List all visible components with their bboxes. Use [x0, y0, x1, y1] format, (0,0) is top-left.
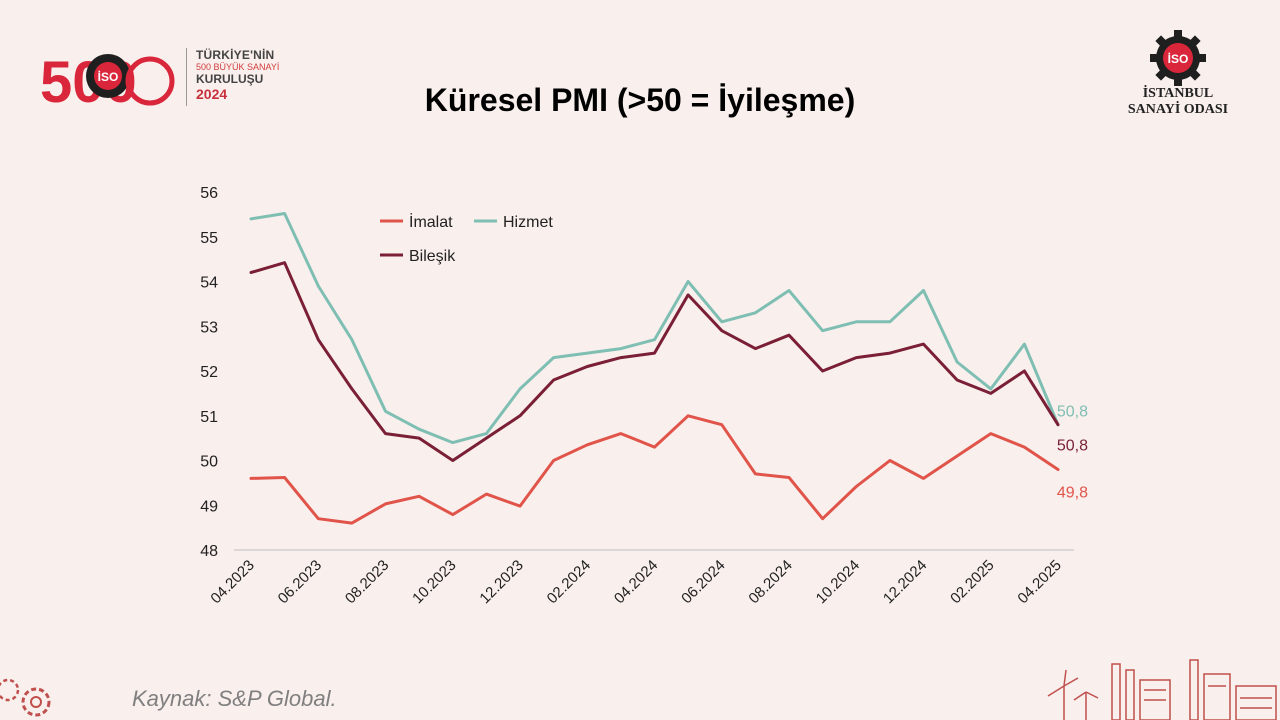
- end-label-imalat: 49,8: [1057, 484, 1088, 501]
- x-tick-label: 10.2023: [409, 557, 459, 607]
- series-end-labels: 49,8 50,8 50,8: [1057, 404, 1088, 502]
- legend-label-imalat: İmalat: [409, 212, 453, 231]
- x-tick-label: 04.2024: [611, 557, 661, 607]
- source-note: Kaynak: S&P Global.: [132, 686, 337, 711]
- legend: İmalat Hizmet Bileşik: [380, 212, 553, 265]
- logo-500-year: 2024: [196, 86, 228, 102]
- iso-line1: İSTANBUL: [1142, 86, 1214, 101]
- footer-gears-icon: [0, 678, 51, 717]
- x-tick-label: 06.2023: [275, 557, 325, 607]
- iso-badge: İSO: [1168, 51, 1189, 66]
- page-title: Küresel PMI (>50 = İyileşme): [424, 82, 856, 118]
- x-tick-label: 02.2024: [544, 557, 594, 607]
- logo-500-graphic: 500 İSO: [40, 50, 175, 110]
- legend-label-hizmet: Hizmet: [503, 214, 553, 231]
- x-tick-label: 10.2024: [813, 557, 863, 607]
- x-tick-label: 02.2025: [947, 557, 997, 607]
- y-tick-label: 48: [200, 543, 218, 560]
- x-tick-label: 06.2024: [678, 557, 728, 607]
- x-axis-ticks: 04.2023 06.2023 08.2023 10.2023 12.2023 02.20…: [207, 557, 1064, 607]
- y-tick-label: 54: [200, 275, 218, 292]
- series-line-imalat: [249, 414, 1060, 525]
- y-tick-label: 56: [200, 185, 218, 202]
- y-tick-label: 53: [200, 319, 218, 336]
- x-tick-label: 04.2023: [207, 557, 257, 607]
- iso-logo-text: İSTANBUL SANAYİ ODASI: [1108, 86, 1248, 118]
- logo-500-line2: 500 BÜYÜK SANAYİ: [196, 62, 280, 72]
- x-tick-label: 12.2024: [880, 557, 930, 607]
- x-tick-label: 12.2023: [476, 557, 526, 607]
- logo-500-line1: TÜRKİYE'NİN: [196, 48, 275, 62]
- footer-factory-icon: [1047, 659, 1277, 720]
- logo-divider: [186, 48, 187, 106]
- y-tick-label: 51: [200, 409, 218, 426]
- x-tick-label: 04.2025: [1014, 557, 1064, 607]
- y-axis-ticks: 48 49 50 51 52 53 54 55 56: [200, 185, 218, 560]
- iso-gear-icon: İSO: [1150, 30, 1206, 86]
- logo-500-text: TÜRKİYE'NİN 500 BÜYÜK SANAYİ KURULUŞU 20…: [196, 48, 279, 102]
- x-tick-label: 08.2024: [745, 557, 795, 607]
- series-line-hizmet: [249, 212, 1060, 445]
- x-tick-label: 08.2023: [342, 557, 392, 607]
- y-tick-label: 50: [200, 454, 218, 471]
- iso-line2: SANAYİ ODASI: [1127, 102, 1229, 117]
- logo-500-line3: KURULUŞU: [196, 72, 264, 86]
- logo-500-badge: İSO: [98, 69, 119, 84]
- series-lines: [249, 212, 1060, 525]
- legend-label-bilesik: Bileşik: [409, 248, 456, 265]
- end-label-hizmet: 50,8: [1057, 404, 1088, 421]
- y-tick-label: 55: [200, 230, 218, 247]
- series-line-bilesik: [249, 261, 1060, 462]
- y-tick-label: 49: [200, 498, 218, 515]
- end-label-bilesik: 50,8: [1057, 438, 1088, 455]
- y-tick-label: 52: [200, 364, 218, 381]
